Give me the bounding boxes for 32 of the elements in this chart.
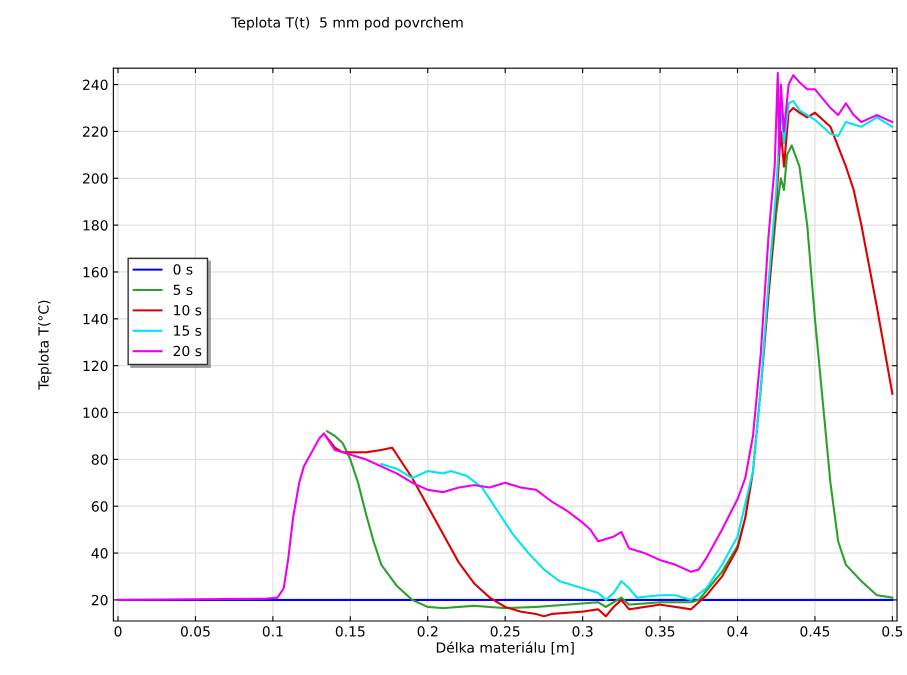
chart-title: Teplota T(t) 5 mm pod povrchem bbox=[231, 16, 463, 30]
y-tick-label: 100 bbox=[84, 407, 108, 418]
x-tick-label: 0.5 bbox=[882, 626, 902, 637]
y-tick-label: 80 bbox=[92, 454, 108, 465]
x-tick-label: 0.05 bbox=[180, 626, 210, 637]
y-tick-label: 20 bbox=[92, 594, 108, 606]
line-series bbox=[116, 72, 894, 601]
y-tick-label: 60 bbox=[92, 501, 108, 512]
y-tick-label: 220 bbox=[83, 126, 108, 137]
x-tick-label: 0.3 bbox=[572, 626, 593, 637]
x-tick-label: 0.45 bbox=[800, 626, 830, 637]
y-tick-label: 200 bbox=[83, 173, 108, 184]
y-tick-label: 40 bbox=[92, 548, 108, 559]
y-tick-label: 240 bbox=[83, 80, 108, 90]
y-tick-label: 140 bbox=[84, 314, 108, 324]
y-tick-label: 160 bbox=[84, 266, 108, 278]
x-axis-title: Délka materiálu [m] bbox=[436, 642, 574, 654]
x-tick-label: 0.2 bbox=[418, 626, 438, 637]
legend-label: 5 s bbox=[174, 284, 192, 296]
y-axis-title: Teplota T(°C) bbox=[38, 300, 52, 390]
y-tick-label: 180 bbox=[84, 220, 108, 231]
x-tick-label: 0 bbox=[114, 626, 122, 637]
x-tick-label: 0.15 bbox=[336, 626, 365, 637]
y-tick-label: 120 bbox=[84, 360, 108, 372]
legend-label: 20 s bbox=[174, 346, 202, 356]
legend-label: 10 s bbox=[174, 304, 202, 316]
x-tick-label: 0.25 bbox=[490, 626, 520, 637]
legend-label: 0 s bbox=[174, 264, 192, 275]
x-tick-label: 0.4 bbox=[727, 626, 748, 637]
legend-label: 15 s bbox=[174, 326, 202, 336]
x-tick-label: 0.1 bbox=[262, 626, 283, 637]
x-tick-label: 0.35 bbox=[646, 626, 674, 637]
